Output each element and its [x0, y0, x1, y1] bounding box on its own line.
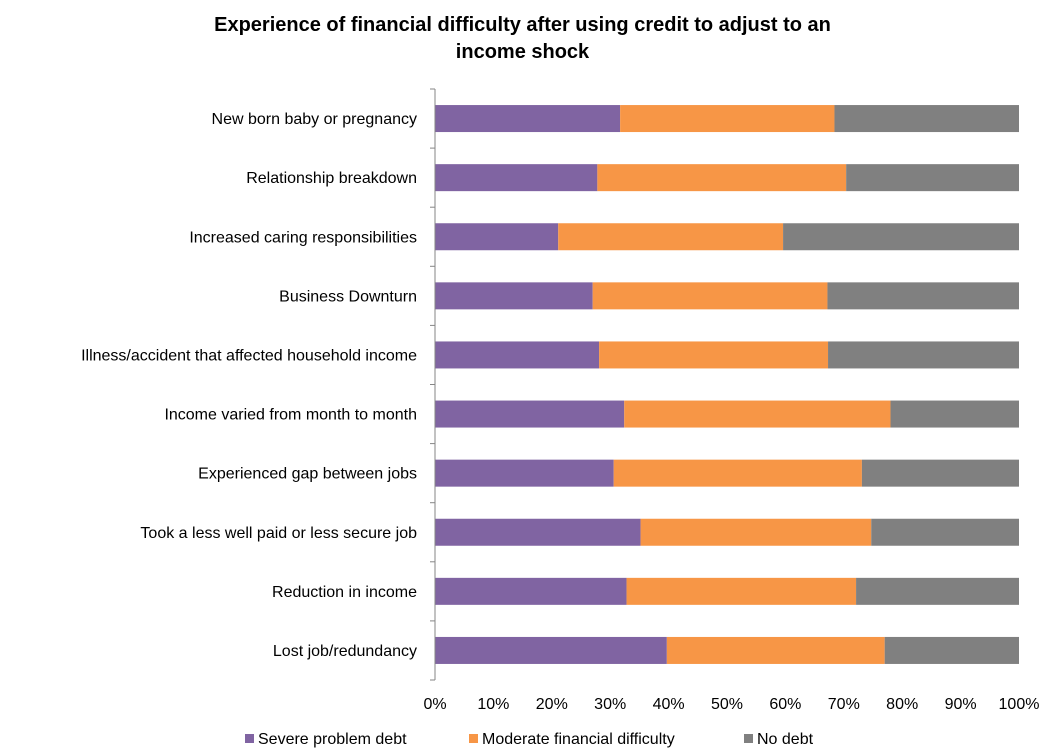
- bar-segment-severe: [435, 459, 614, 487]
- bar-segment-moderate: [624, 400, 891, 428]
- legend-item-severe: Severe problem debt: [245, 730, 407, 749]
- bar-segment-moderate: [613, 459, 862, 487]
- bar-segment-no-debt: [828, 341, 1019, 369]
- legend-swatch-no-debt: [744, 734, 753, 743]
- bar-segment-moderate: [620, 105, 835, 133]
- x-tick-label: 80%: [886, 696, 918, 713]
- category-label: Relationship breakdown: [246, 170, 417, 187]
- bar-segment-moderate: [558, 223, 784, 251]
- bar-segment-severe: [435, 164, 598, 192]
- bar-segment-severe: [435, 341, 600, 369]
- bar-segment-moderate: [592, 282, 828, 310]
- x-tick-label: 60%: [769, 696, 801, 713]
- legend-item-moderate: Moderate financial difficulty: [469, 730, 675, 749]
- bar-segment-no-debt: [861, 459, 1019, 487]
- category-label: Took a less well paid or less secure job: [140, 525, 417, 542]
- x-tick-label: 0%: [423, 696, 446, 713]
- bar-segment-severe: [435, 400, 625, 428]
- category-label: Experienced gap between jobs: [198, 466, 417, 483]
- bar-segment-no-debt: [890, 400, 1019, 428]
- legend: Severe problem debt Moderate financial d…: [0, 730, 1045, 749]
- category-label: Income varied from month to month: [164, 407, 417, 424]
- bars-group: [435, 105, 1019, 664]
- legend-label-no-debt: No debt: [757, 731, 814, 748]
- legend-swatch-moderate: [469, 734, 478, 743]
- category-label: Increased caring responsibilities: [189, 229, 417, 246]
- category-labels-group: New born baby or pregnancy Relationship b…: [81, 111, 417, 660]
- bar-segment-no-debt: [884, 636, 1019, 664]
- legend-label-severe: Severe problem debt: [258, 731, 407, 748]
- x-tick-label: 50%: [711, 696, 743, 713]
- bar-segment-severe: [435, 577, 627, 605]
- category-label: Illness/accident that affected household…: [81, 347, 417, 364]
- chart-title: Experience of financial difficulty after…: [0, 12, 1045, 66]
- chart-title-line-1: Experience of financial difficulty after…: [214, 14, 831, 36]
- bar-segment-moderate: [626, 577, 857, 605]
- x-tick-label: 20%: [536, 696, 568, 713]
- bar-segment-no-debt: [856, 577, 1019, 605]
- category-label: New born baby or pregnancy: [212, 111, 417, 128]
- bar-segment-severe: [435, 636, 667, 664]
- legend-swatch-severe: [245, 734, 254, 743]
- category-label: Reduction in income: [272, 584, 417, 601]
- bar-segment-severe: [435, 223, 559, 251]
- axes-group: [430, 88, 436, 681]
- x-tick-labels-group: 0% 10% 20% 30% 40% 50% 60% 70% 80% 90% 100%: [423, 696, 1039, 713]
- legend-item-no-debt: No debt: [744, 730, 813, 749]
- x-tick-label: 70%: [828, 696, 860, 713]
- bar-segment-moderate: [597, 164, 847, 192]
- chart-title-line-2: income shock: [455, 41, 590, 63]
- x-tick-label: 30%: [594, 696, 626, 713]
- x-tick-label: 40%: [653, 696, 685, 713]
- bar-segment-moderate: [599, 341, 829, 369]
- bar-segment-no-debt: [827, 282, 1019, 310]
- bar-segment-severe: [435, 105, 621, 133]
- category-label: Lost job/redundancy: [273, 643, 417, 660]
- bar-segment-severe: [435, 518, 641, 546]
- category-label: Business Downturn: [279, 288, 417, 305]
- bar-segment-moderate: [666, 636, 885, 664]
- x-tick-label: 10%: [477, 696, 509, 713]
- bar-segment-no-debt: [846, 164, 1019, 192]
- legend-label-moderate: Moderate financial difficulty: [482, 731, 675, 748]
- bar-segment-no-debt: [783, 223, 1019, 251]
- bar-segment-moderate: [640, 518, 872, 546]
- bar-segment-no-debt: [834, 105, 1019, 133]
- x-tick-label: 100%: [999, 696, 1040, 713]
- x-tick-label: 90%: [945, 696, 977, 713]
- bar-segment-no-debt: [871, 518, 1019, 546]
- bar-segment-severe: [435, 282, 593, 310]
